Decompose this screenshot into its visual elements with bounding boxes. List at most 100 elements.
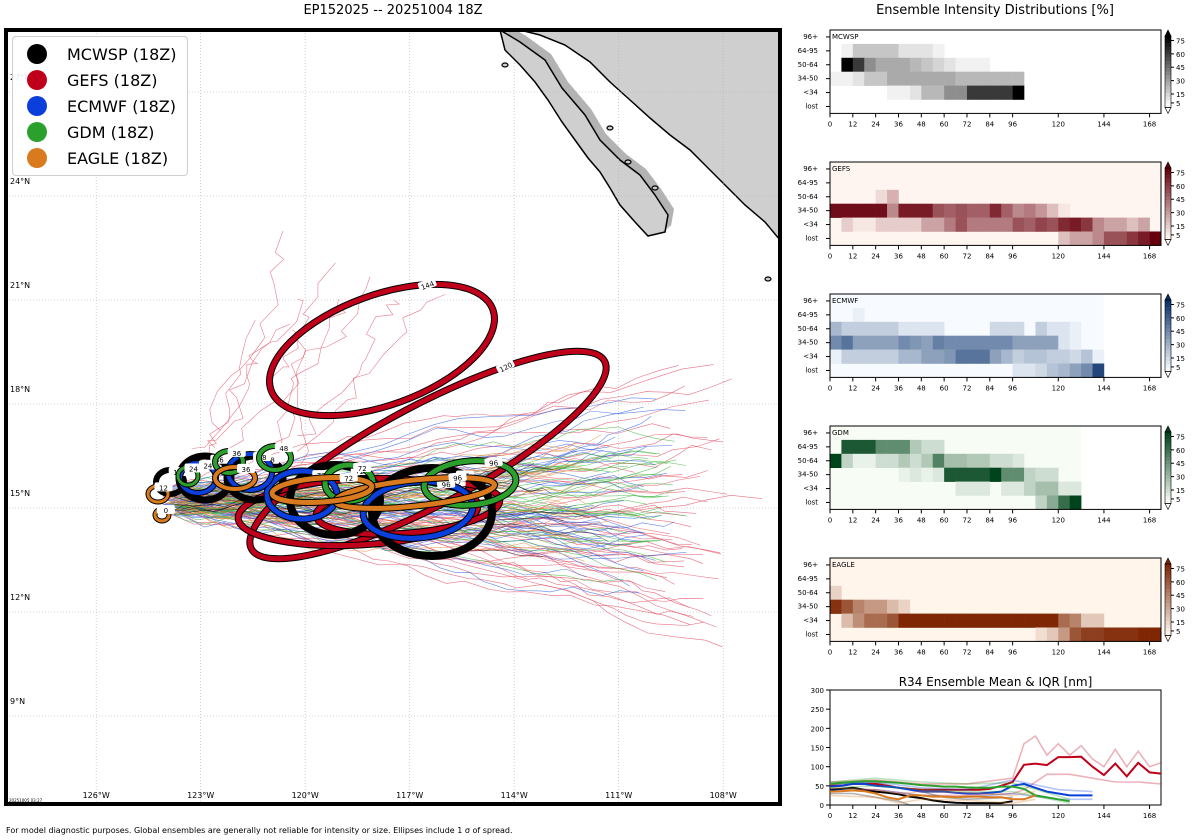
colorbar-segment [1165,492,1171,497]
heatmap-row-label: 50-64 [798,457,819,465]
legend-item-ecmwf: ECMWF (18Z) [27,94,176,118]
colorbar-tick-label: 60 [1176,315,1185,323]
ensemble-track [172,452,624,490]
heatmap-panel-name: EAGLE [832,561,855,569]
heatmap-cell [1069,627,1082,642]
colorbar-tick-label: 30 [1176,606,1185,614]
colorbar-tick-label: 45 [1176,196,1185,204]
legend-label: GEFS (18Z) [67,70,158,90]
heatmap-cell [898,85,911,100]
heatmap-cell [932,439,945,455]
heatmap-cell [887,335,899,350]
colorbar-tick-label: 60 [1176,447,1185,455]
colorbar-segment [1165,314,1171,319]
colorbar-segment [1165,588,1171,593]
heatmap-x-tick-label: 72 [963,252,972,260]
colorbar-segment [1165,228,1171,233]
heatmap-x-tick-label: 84 [985,516,994,524]
heatmap-cell [909,349,922,364]
heatmap-cell [978,57,991,72]
heatmap-x-tick-label: 12 [848,516,857,524]
heatmap-x-tick-label: 168 [1143,384,1156,392]
ellipse-label-bg [274,443,293,453]
heatmap-cell [978,481,991,496]
heatmap-row-label: 34-50 [798,603,818,611]
heatmap-cell [909,85,922,100]
colorbar-tick-label: 30 [1176,210,1185,218]
legend-dot-eagle [27,148,47,168]
heatmap-cell [875,439,888,455]
heatmap-x-tick-label: 144 [1097,516,1111,524]
colorbar-segment [1165,232,1171,237]
heatmap-cell [887,203,899,218]
heatmap-cell [841,453,854,468]
heatmap-x-tick-label: 96 [1008,648,1017,656]
r34-x-tick-label: 48 [917,812,926,820]
heatmap-x-tick-label: 36 [894,384,903,392]
heatmap-cell [1035,321,1048,336]
heatmap-cell [989,203,1002,218]
heatmap-cell [1001,467,1013,482]
heatmap-cell [909,613,922,628]
heatmap-cell [944,217,956,232]
heatmap-cell [1012,335,1025,350]
ellipse-hour-label: 96 [489,459,499,468]
heatmap-cell [921,43,934,59]
colorbar-segment [1165,178,1171,183]
heatmap-cell [921,349,934,364]
ellipse-hour-label: 36 [242,466,251,474]
heatmap-cell [1046,627,1059,642]
heatmap-cell [852,439,865,455]
heatmap-cell [1126,231,1139,246]
heatmap-cell [875,453,888,468]
colorbar-segment [1165,592,1171,597]
r34-series-eagle [829,787,1036,804]
heatmap-x-tick-label: 60 [940,120,949,128]
heatmap-cell [909,439,922,455]
colorbar-frame [1164,35,1172,108]
heatmap-cell [898,613,911,628]
colorbar-segment [1165,324,1171,329]
heatmap-cell [1069,349,1082,364]
ellipse-hour-label: 72 [358,465,367,473]
heatmap-row-label: 64-95 [798,179,818,187]
heatmap-cell [875,335,888,350]
heatmap-cell [1001,481,1013,496]
r34-x-tick-label: 84 [985,812,994,820]
heatmap-x-tick-label: 168 [1143,648,1156,656]
heatmap-row-label: <34 [803,353,818,361]
heatmap-cell [887,453,899,468]
heatmap-cell [852,599,865,614]
heatmap-cell [921,453,934,468]
heatmap-cell [966,85,979,100]
heatmap-cell [864,349,876,364]
heatmap-cell [1069,231,1082,246]
colorbar-extend-min [1164,107,1172,115]
heatmap-cell [989,467,1002,482]
colorbar-segment [1165,332,1171,336]
heatmap-row-label: lost [805,235,818,243]
heatmap-cell [932,71,945,86]
baja-california-land [499,30,669,237]
heatmap-cell [1024,481,1036,496]
heatmap-x-tick-label: 12 [848,384,857,392]
heatmap-cell [966,349,979,364]
heatmap-cell [955,57,968,72]
colorbar-segment [1165,596,1171,600]
heatmap-cell [1012,321,1025,336]
heatmap-cell [1081,613,1093,628]
heatmap-cell [875,613,888,628]
heatmap-cell [887,217,899,232]
heatmap-mcwsp: MCWSP 96+ 64-95 50-64 34-50 <34 lost 0 12 24 36 48 6… [798,29,1185,128]
heatmap-cell [932,613,945,628]
heatmap-cell [1001,453,1013,468]
ellipse-label-bg [353,463,372,473]
heatmap-cell [1092,363,1105,378]
heatmap-cell [966,335,979,350]
colorbar-extend-max [1164,161,1172,169]
heatmap-cell [1024,217,1036,232]
heatmap-cell [1069,495,1082,510]
ellipse-hour-label: 24 [189,466,198,474]
heatmap-cell [1069,613,1082,628]
heatmap-cell [921,321,934,336]
